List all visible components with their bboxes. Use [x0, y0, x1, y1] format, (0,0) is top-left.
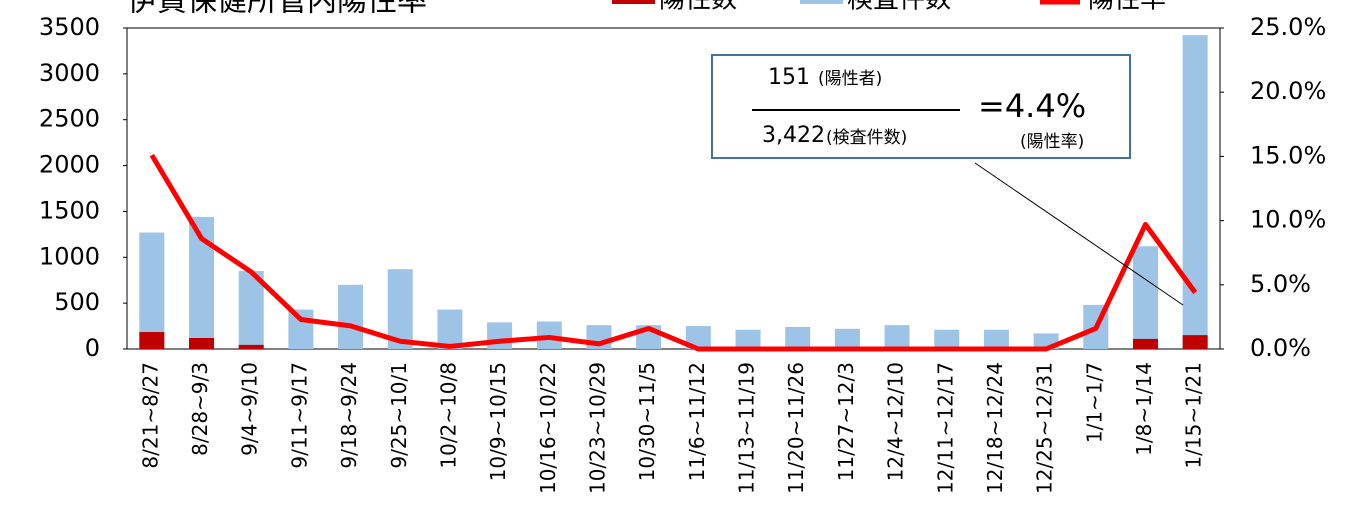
y-tick-label: 500	[54, 288, 100, 316]
y2-tick-label: 10.0%	[1250, 206, 1326, 234]
x-tick-label: 10/2~10/8	[436, 362, 460, 469]
annotation-note: (検査件数)	[826, 128, 907, 148]
bar	[884, 325, 910, 349]
annotation-denominator: 3,422	[762, 123, 825, 148]
bar	[1132, 338, 1158, 349]
bar	[437, 309, 463, 349]
annotation-numerator: 151	[768, 65, 810, 90]
x-tick-label: 9/4~9/10	[238, 362, 262, 456]
bar	[387, 269, 413, 349]
bar	[189, 337, 215, 349]
bar	[1182, 35, 1208, 349]
y2-tick-label: 25.0%	[1250, 13, 1326, 41]
x-tick-label: 10/16~10/22	[536, 362, 560, 494]
annotation-result: =4.4%	[978, 87, 1086, 125]
bar	[983, 329, 1009, 349]
legend-label: 陽性率	[1088, 0, 1166, 15]
y-tick-label: 2000	[39, 151, 100, 179]
bar	[834, 328, 860, 349]
x-tick-label: 1/1~1/7	[1082, 362, 1106, 443]
bar	[238, 271, 264, 349]
bar	[288, 309, 314, 349]
x-tick-label: 10/9~10/15	[486, 362, 510, 481]
x-tick-label: 12/4~12/10	[884, 362, 908, 481]
x-tick-label: 9/25~10/1	[387, 362, 411, 469]
bar	[934, 329, 960, 349]
y-tick-label: 1500	[39, 196, 100, 224]
bar	[685, 326, 711, 349]
y2-tick-label: 15.0%	[1250, 141, 1326, 169]
x-tick-label: 11/27~12/3	[834, 362, 858, 481]
x-tick-label: 12/11~12/17	[933, 362, 957, 494]
annotation-note: (陽性者)	[818, 69, 882, 89]
bar	[735, 329, 761, 349]
bar	[139, 332, 165, 349]
x-tick-label: 11/13~11/19	[735, 362, 759, 494]
y-tick-label: 0	[85, 334, 100, 362]
x-tick-label: 10/23~10/29	[585, 362, 609, 494]
x-tick-label: 9/18~9/24	[337, 362, 361, 469]
bar	[1182, 335, 1208, 349]
x-tick-label: 10/30~11/5	[635, 362, 659, 481]
y-tick-label: 3500	[39, 13, 100, 41]
x-tick-label: 8/21~8/27	[138, 362, 162, 469]
bar	[785, 326, 811, 349]
bar	[487, 322, 513, 349]
annotation-box	[711, 54, 1131, 159]
legend-label: 陽性数	[659, 0, 737, 15]
leader-line	[974, 162, 1184, 306]
chart-title: 伊賀保健所管内陽性率	[127, 0, 427, 19]
y-tick-label: 2500	[39, 105, 100, 133]
annotation-note: (陽性率)	[1020, 132, 1084, 152]
legend-swatch	[800, 0, 843, 4]
x-tick-label: 1/8~1/14	[1132, 362, 1156, 456]
x-tick-label: 9/11~9/17	[287, 362, 311, 469]
y-tick-label: 1000	[39, 242, 100, 270]
x-tick-label: 12/25~12/31	[1033, 362, 1057, 494]
x-tick-label: 11/6~11/12	[685, 362, 709, 481]
legend-label: 検査件数	[847, 0, 951, 15]
legend-swatch	[612, 0, 655, 4]
x-tick-label: 8/28~9/3	[188, 362, 212, 456]
bar	[139, 232, 165, 349]
x-tick-label: 11/20~11/26	[784, 362, 808, 494]
x-tick-label: 12/18~12/24	[983, 362, 1007, 494]
plot-frame	[126, 27, 1221, 350]
bar	[1132, 246, 1158, 349]
bar	[238, 344, 264, 349]
y2-tick-label: 20.0%	[1250, 77, 1326, 105]
x-tick-label: 1/15~1/21	[1182, 362, 1206, 469]
y-tick-label: 3000	[39, 59, 100, 87]
line-series	[149, 153, 1198, 352]
bar	[338, 284, 364, 349]
y2-tick-label: 0.0%	[1250, 334, 1311, 362]
y2-tick-label: 5.0%	[1250, 270, 1311, 298]
annotation: 151 (陽性者) 3,422 (検査件数) =4.4% (陽性率)	[711, 54, 1184, 306]
